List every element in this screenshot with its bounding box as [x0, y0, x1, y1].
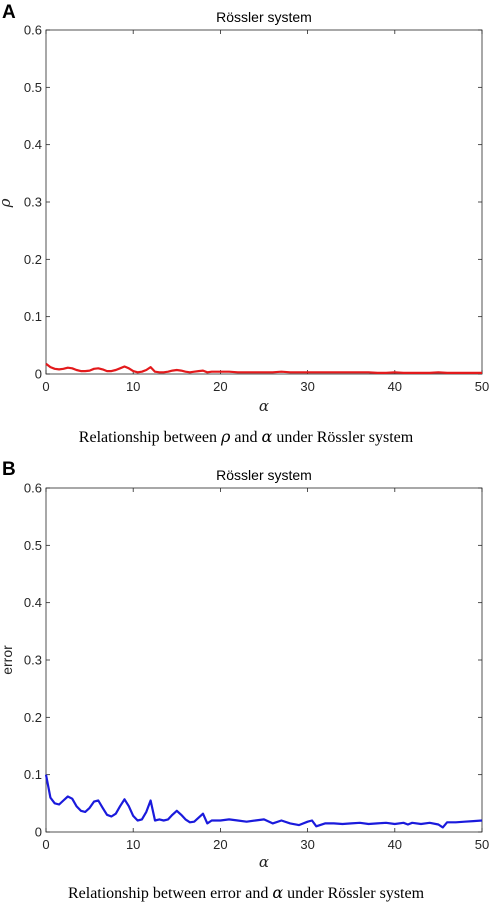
y-tick-label: 0.2 [24, 710, 42, 725]
y-tick-label: 0.6 [24, 481, 42, 496]
x-ticks-a: 0 10 20 30 40 50 [42, 30, 489, 394]
x-tick-label: 0 [42, 379, 49, 394]
y-ticks-b: 0 0.1 0.2 0.3 0.4 0.5 0.6 [24, 481, 482, 840]
panel-label-b: B [2, 459, 16, 480]
x-tick-label: 10 [126, 837, 140, 852]
y-tick-label: 0.1 [24, 767, 42, 782]
x-tick-label: 20 [213, 837, 227, 852]
x-tick-label: 0 [42, 837, 49, 852]
y-ticks-a: 0 0.1 0.2 0.3 0.4 0.5 0.6 [24, 23, 482, 382]
y-tick-label: 0.5 [24, 538, 42, 553]
panel-a: A Rössler system 0 0.1 0.2 0.3 0.4 0.5 0.6 0 10… [0, 2, 489, 446]
x-tick-label: 50 [475, 837, 489, 852]
panel-b: B Rössler system 0 0.1 0.2 0.3 0.4 0.5 0.6 0 10… [0, 459, 489, 902]
plot-frame-b [45, 487, 483, 833]
y-axis-label-a: ρ [0, 198, 14, 208]
y-tick-label: 0 [35, 825, 42, 840]
y-tick-label: 0.5 [24, 80, 42, 95]
x-axis-label-b: α [259, 853, 269, 871]
y-tick-label: 0.6 [24, 23, 42, 38]
chart-title-a: Rössler system [216, 9, 312, 25]
y-tick-label: 0.2 [24, 252, 42, 267]
caption-b: Relationship between error and α under R… [68, 883, 425, 902]
y-tick-label: 0.3 [24, 653, 42, 668]
series-line-rho [45, 362, 482, 374]
x-tick-label: 40 [388, 837, 402, 852]
x-tick-label: 10 [126, 379, 140, 394]
panel-label-a: A [2, 2, 16, 23]
x-tick-label: 20 [213, 379, 227, 394]
y-tick-label: 0.3 [24, 195, 42, 210]
plot-frame-a [45, 29, 483, 375]
y-tick-label: 0 [35, 367, 42, 382]
x-tick-label: 30 [300, 837, 314, 852]
y-tick-label: 0.1 [24, 309, 42, 324]
x-ticks-b: 0 10 20 30 40 50 [42, 488, 489, 852]
x-tick-label: 50 [475, 379, 489, 394]
series-line-error [44, 774, 483, 829]
chart-title-b: Rössler system [216, 467, 312, 483]
x-tick-label: 30 [300, 379, 314, 394]
y-tick-label: 0.4 [24, 595, 42, 610]
x-axis-label-a: α [259, 397, 269, 415]
caption-a: Relationship between ρ and α under Rössl… [79, 427, 414, 446]
y-tick-label: 0.4 [24, 137, 42, 152]
x-tick-label: 40 [388, 379, 402, 394]
y-axis-label-b: error [0, 645, 15, 675]
